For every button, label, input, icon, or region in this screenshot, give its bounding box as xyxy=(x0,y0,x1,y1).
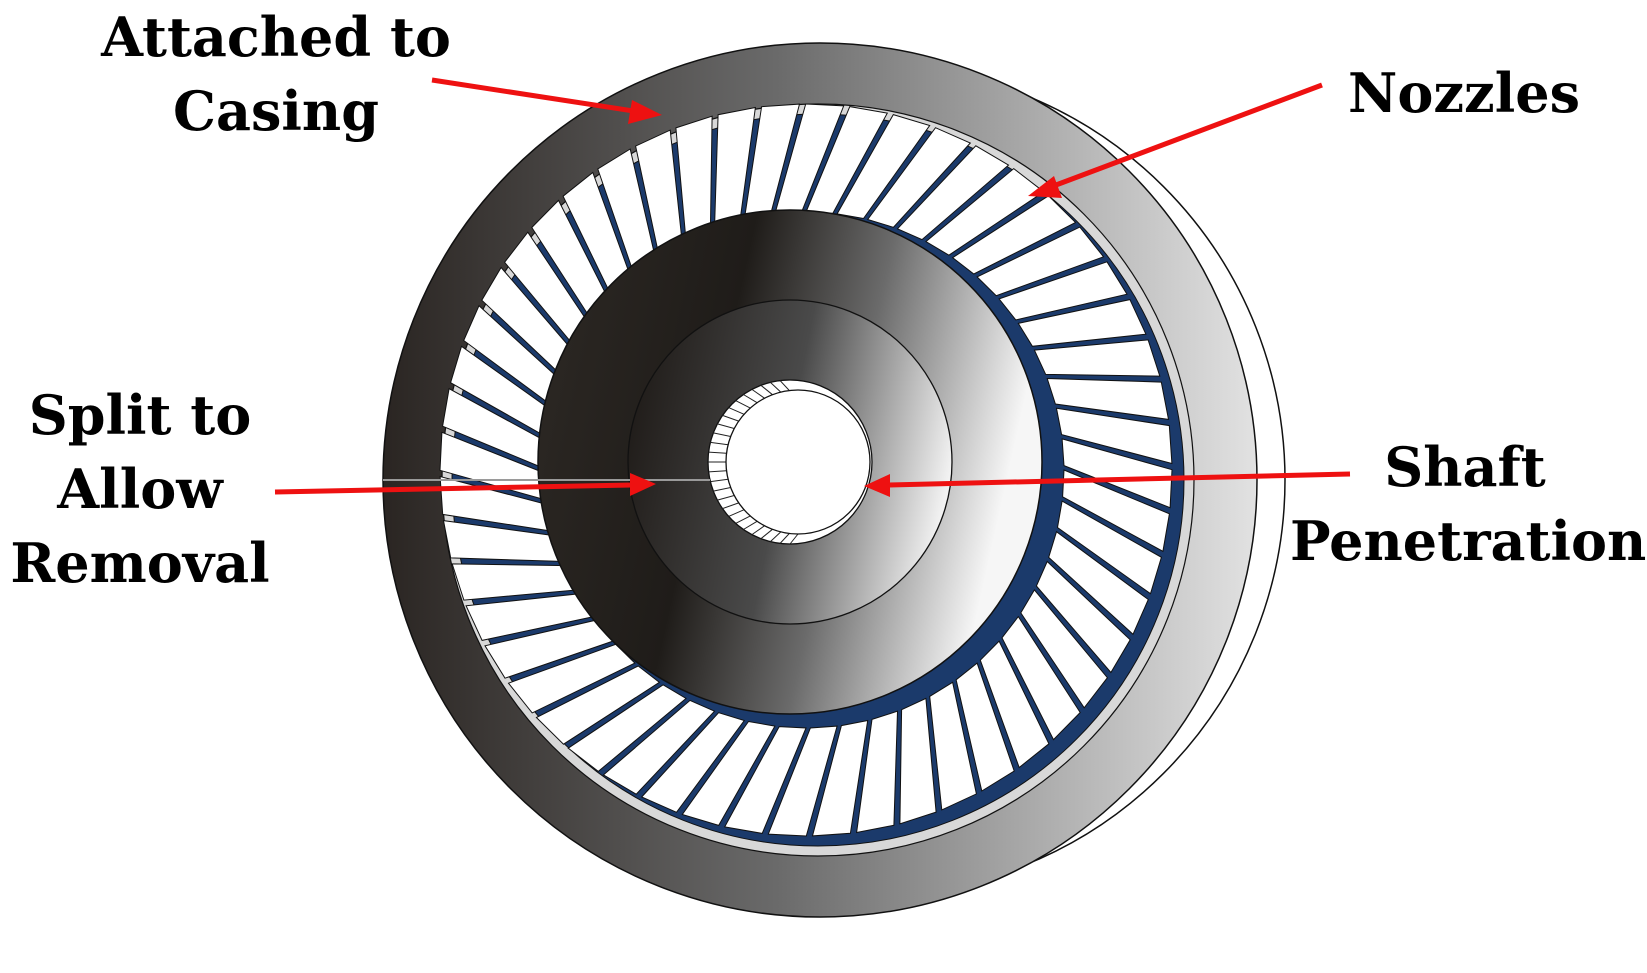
bore-knurl-tick xyxy=(708,451,727,454)
bore-knurl-tick xyxy=(770,382,782,393)
nozzle-vane xyxy=(640,712,746,813)
nozzle-vane xyxy=(1055,407,1173,465)
bore-knurl-tick xyxy=(710,478,729,483)
nozzle-vane xyxy=(856,710,899,834)
nozzle-vane xyxy=(896,145,1010,241)
label-split-line-2: Allow xyxy=(57,457,223,521)
nozzle-vane xyxy=(1035,560,1131,674)
nozzle-vane xyxy=(567,684,687,773)
nozzle-vane xyxy=(767,725,838,837)
nozzle-vane xyxy=(951,195,1077,275)
bore-knurl-tick xyxy=(779,380,790,391)
annotation-arrows xyxy=(274,77,1351,497)
nozzle-vane xyxy=(535,665,661,745)
bore-knurl-tick xyxy=(770,531,782,542)
bore-knurl-tick xyxy=(717,495,735,501)
bore-knurl-tick xyxy=(735,400,751,409)
nozzle-vane xyxy=(723,726,807,834)
shaft-bore xyxy=(707,379,873,545)
bore-knurl-tick xyxy=(743,394,758,404)
label-shaft-line-2: Penetration xyxy=(1290,509,1647,573)
label-nozzles: Nozzles xyxy=(1334,56,1594,130)
nozzle-vane xyxy=(681,720,776,826)
bore-knurl-tick xyxy=(779,533,790,544)
label-nozzles-line-1: Nozzles xyxy=(1348,61,1580,125)
bore-knurl-tick xyxy=(722,414,739,422)
nozzle-vane xyxy=(1048,530,1149,636)
arrow-shaft xyxy=(864,471,1351,497)
label-casing-line-1: Attached to xyxy=(101,5,451,69)
nozzle-vane xyxy=(836,114,931,220)
nozzle-vane xyxy=(1046,377,1170,420)
arrow-split xyxy=(274,473,656,496)
bore-knurl-tick xyxy=(760,528,773,540)
label-split-line-3: Removal xyxy=(10,531,270,595)
bore-knurl-tick xyxy=(722,502,739,510)
label-shaft-line-1: Shaft xyxy=(1384,435,1546,499)
arrow-nozzles xyxy=(1028,82,1323,198)
bore-knurl-tick xyxy=(743,520,758,530)
bore-knurl-tick xyxy=(717,423,735,429)
bore-knurling xyxy=(708,380,799,545)
bore-knurl-tick xyxy=(760,384,773,396)
nozzle-vane xyxy=(1020,589,1109,709)
nozzle-vane xyxy=(955,662,1015,792)
nozzle-vane xyxy=(1061,438,1173,509)
nozzle-vane xyxy=(866,127,972,228)
nozzle-vane xyxy=(1001,615,1081,741)
nozzle-vane xyxy=(1062,469,1170,553)
nozzle-vane xyxy=(929,681,977,811)
bore-knurl-tick xyxy=(728,407,745,415)
label-split-to-allow-removal: Split to Allow Removal xyxy=(0,378,280,600)
bore-knurl-tick xyxy=(710,441,729,446)
bore-knurl-tick xyxy=(735,515,751,524)
nozzle-vane xyxy=(602,699,716,795)
nozzle-vane xyxy=(1017,299,1147,347)
nozzle-vane xyxy=(811,719,869,837)
label-attached-to-casing: Attached to Casing xyxy=(96,0,456,148)
bore-knurl-tick xyxy=(751,388,765,399)
bore-knurl-tick xyxy=(713,432,731,437)
bore-knurl-tick xyxy=(708,470,727,473)
nozzle-vane xyxy=(899,697,937,825)
bore-knurl-tick xyxy=(728,509,745,517)
nozzle-vane xyxy=(1033,339,1161,377)
label-casing-line-2: Casing xyxy=(173,79,379,143)
nozzle-vane xyxy=(1056,500,1162,595)
bore-knurl-tick xyxy=(751,525,765,536)
label-split-line-1: Split to xyxy=(28,383,252,447)
nozzle-vane xyxy=(976,226,1105,297)
nozzle-vanes xyxy=(439,103,1173,837)
arrow-casing xyxy=(431,77,662,124)
nozzle-vane xyxy=(998,261,1128,321)
bore-knurl-tick xyxy=(713,487,731,492)
nozzle-vane xyxy=(979,640,1050,769)
label-shaft-penetration: Shaft Penetration xyxy=(1290,430,1647,578)
bore-knurl-tick xyxy=(789,533,799,545)
